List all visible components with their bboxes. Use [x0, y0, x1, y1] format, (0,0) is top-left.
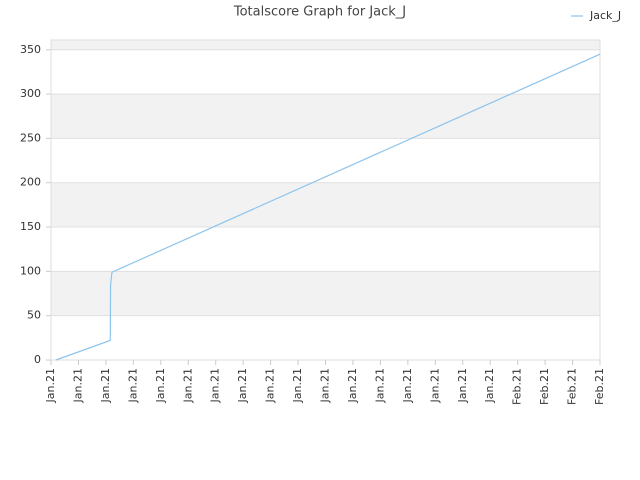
x-tick-label: Jan.21 — [71, 368, 84, 403]
y-tick-label: 300 — [20, 87, 41, 100]
x-tick-label: Jan.21 — [236, 368, 249, 403]
x-tick-label: Jan.21 — [181, 368, 194, 403]
y-tick-label: 200 — [20, 176, 41, 189]
y-tick-label: 50 — [27, 309, 41, 322]
x-tick-label: Jan.21 — [346, 368, 359, 403]
x-tick-label: Jan.21 — [126, 368, 139, 403]
x-tick-label: Jan.21 — [483, 368, 496, 403]
data-line — [55, 53, 601, 361]
x-tick-label: Jan.21 — [264, 368, 277, 403]
x-tick-label: Jan.21 — [456, 368, 469, 403]
x-tick-label: Jan.21 — [319, 368, 332, 403]
grid-band — [51, 182, 600, 228]
y-tick-label: 350 — [20, 43, 41, 56]
y-tick-label: 0 — [34, 353, 41, 366]
x-tick-label: Jan.21 — [291, 368, 304, 403]
x-tick-label: Feb.21 — [566, 368, 579, 405]
x-tick-label: Jan.21 — [373, 368, 386, 403]
x-tick-label: Jan.21 — [401, 368, 414, 403]
grid-band — [51, 271, 600, 316]
grid-band — [51, 94, 600, 139]
x-tick-label: Jan.21 — [428, 368, 441, 403]
x-tick-label: Feb.21 — [593, 368, 606, 405]
y-tick-label: 100 — [20, 264, 41, 277]
y-tick-label: 150 — [20, 220, 41, 233]
y-tick-label: 250 — [20, 131, 41, 144]
legend-label: Jack_J — [589, 9, 621, 22]
x-tick-label: Feb.21 — [511, 368, 524, 405]
x-tick-label: Jan.21 — [209, 368, 222, 403]
grid-band — [51, 40, 600, 50]
x-tick-label: Feb.21 — [538, 368, 551, 405]
chart-title: Totalscore Graph for Jack_J — [233, 5, 406, 20]
x-tick-label: Jan.21 — [44, 368, 57, 403]
x-tick-label: Jan.21 — [99, 368, 112, 403]
x-tick-label: Jan.21 — [154, 368, 167, 403]
